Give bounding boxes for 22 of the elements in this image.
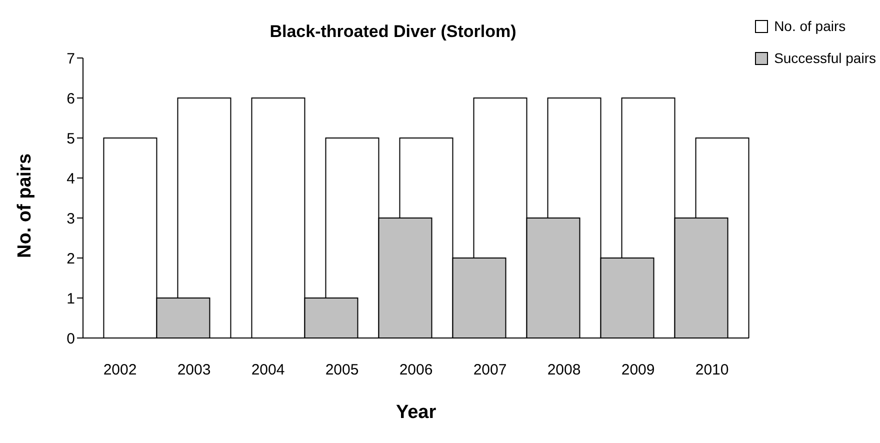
- legend-label: Successful pairs: [773, 49, 876, 68]
- x-tick-label: 2009: [621, 362, 655, 379]
- legend-label: No. of pairs: [773, 17, 847, 36]
- y-tick-label: 5: [66, 130, 75, 148]
- y-tick-label: 3: [66, 210, 75, 228]
- y-axis-title: No. of pairs: [14, 153, 36, 258]
- chart-title: Black-throated Diver (Storlom): [270, 22, 516, 41]
- y-tick-label: 7: [66, 50, 75, 68]
- y-tick-label: 0: [66, 330, 75, 348]
- y-tick-label: 1: [66, 290, 75, 308]
- x-tick-label: 2006: [399, 362, 433, 379]
- x-tick-label: 2010: [695, 362, 729, 379]
- x-tick-label: 2004: [251, 362, 285, 379]
- x-tick-label: 2005: [325, 362, 359, 379]
- y-tick-label: 2: [66, 250, 75, 268]
- x-tick-label: 2007: [473, 362, 507, 379]
- y-tick-label: 6: [66, 90, 75, 108]
- y-tick-label: 4: [66, 170, 75, 188]
- x-tick-label: 2003: [177, 362, 211, 379]
- x-axis-title: Year: [396, 402, 437, 423]
- x-tick-label: 2002: [103, 362, 137, 379]
- x-tick-label: 2008: [547, 362, 581, 379]
